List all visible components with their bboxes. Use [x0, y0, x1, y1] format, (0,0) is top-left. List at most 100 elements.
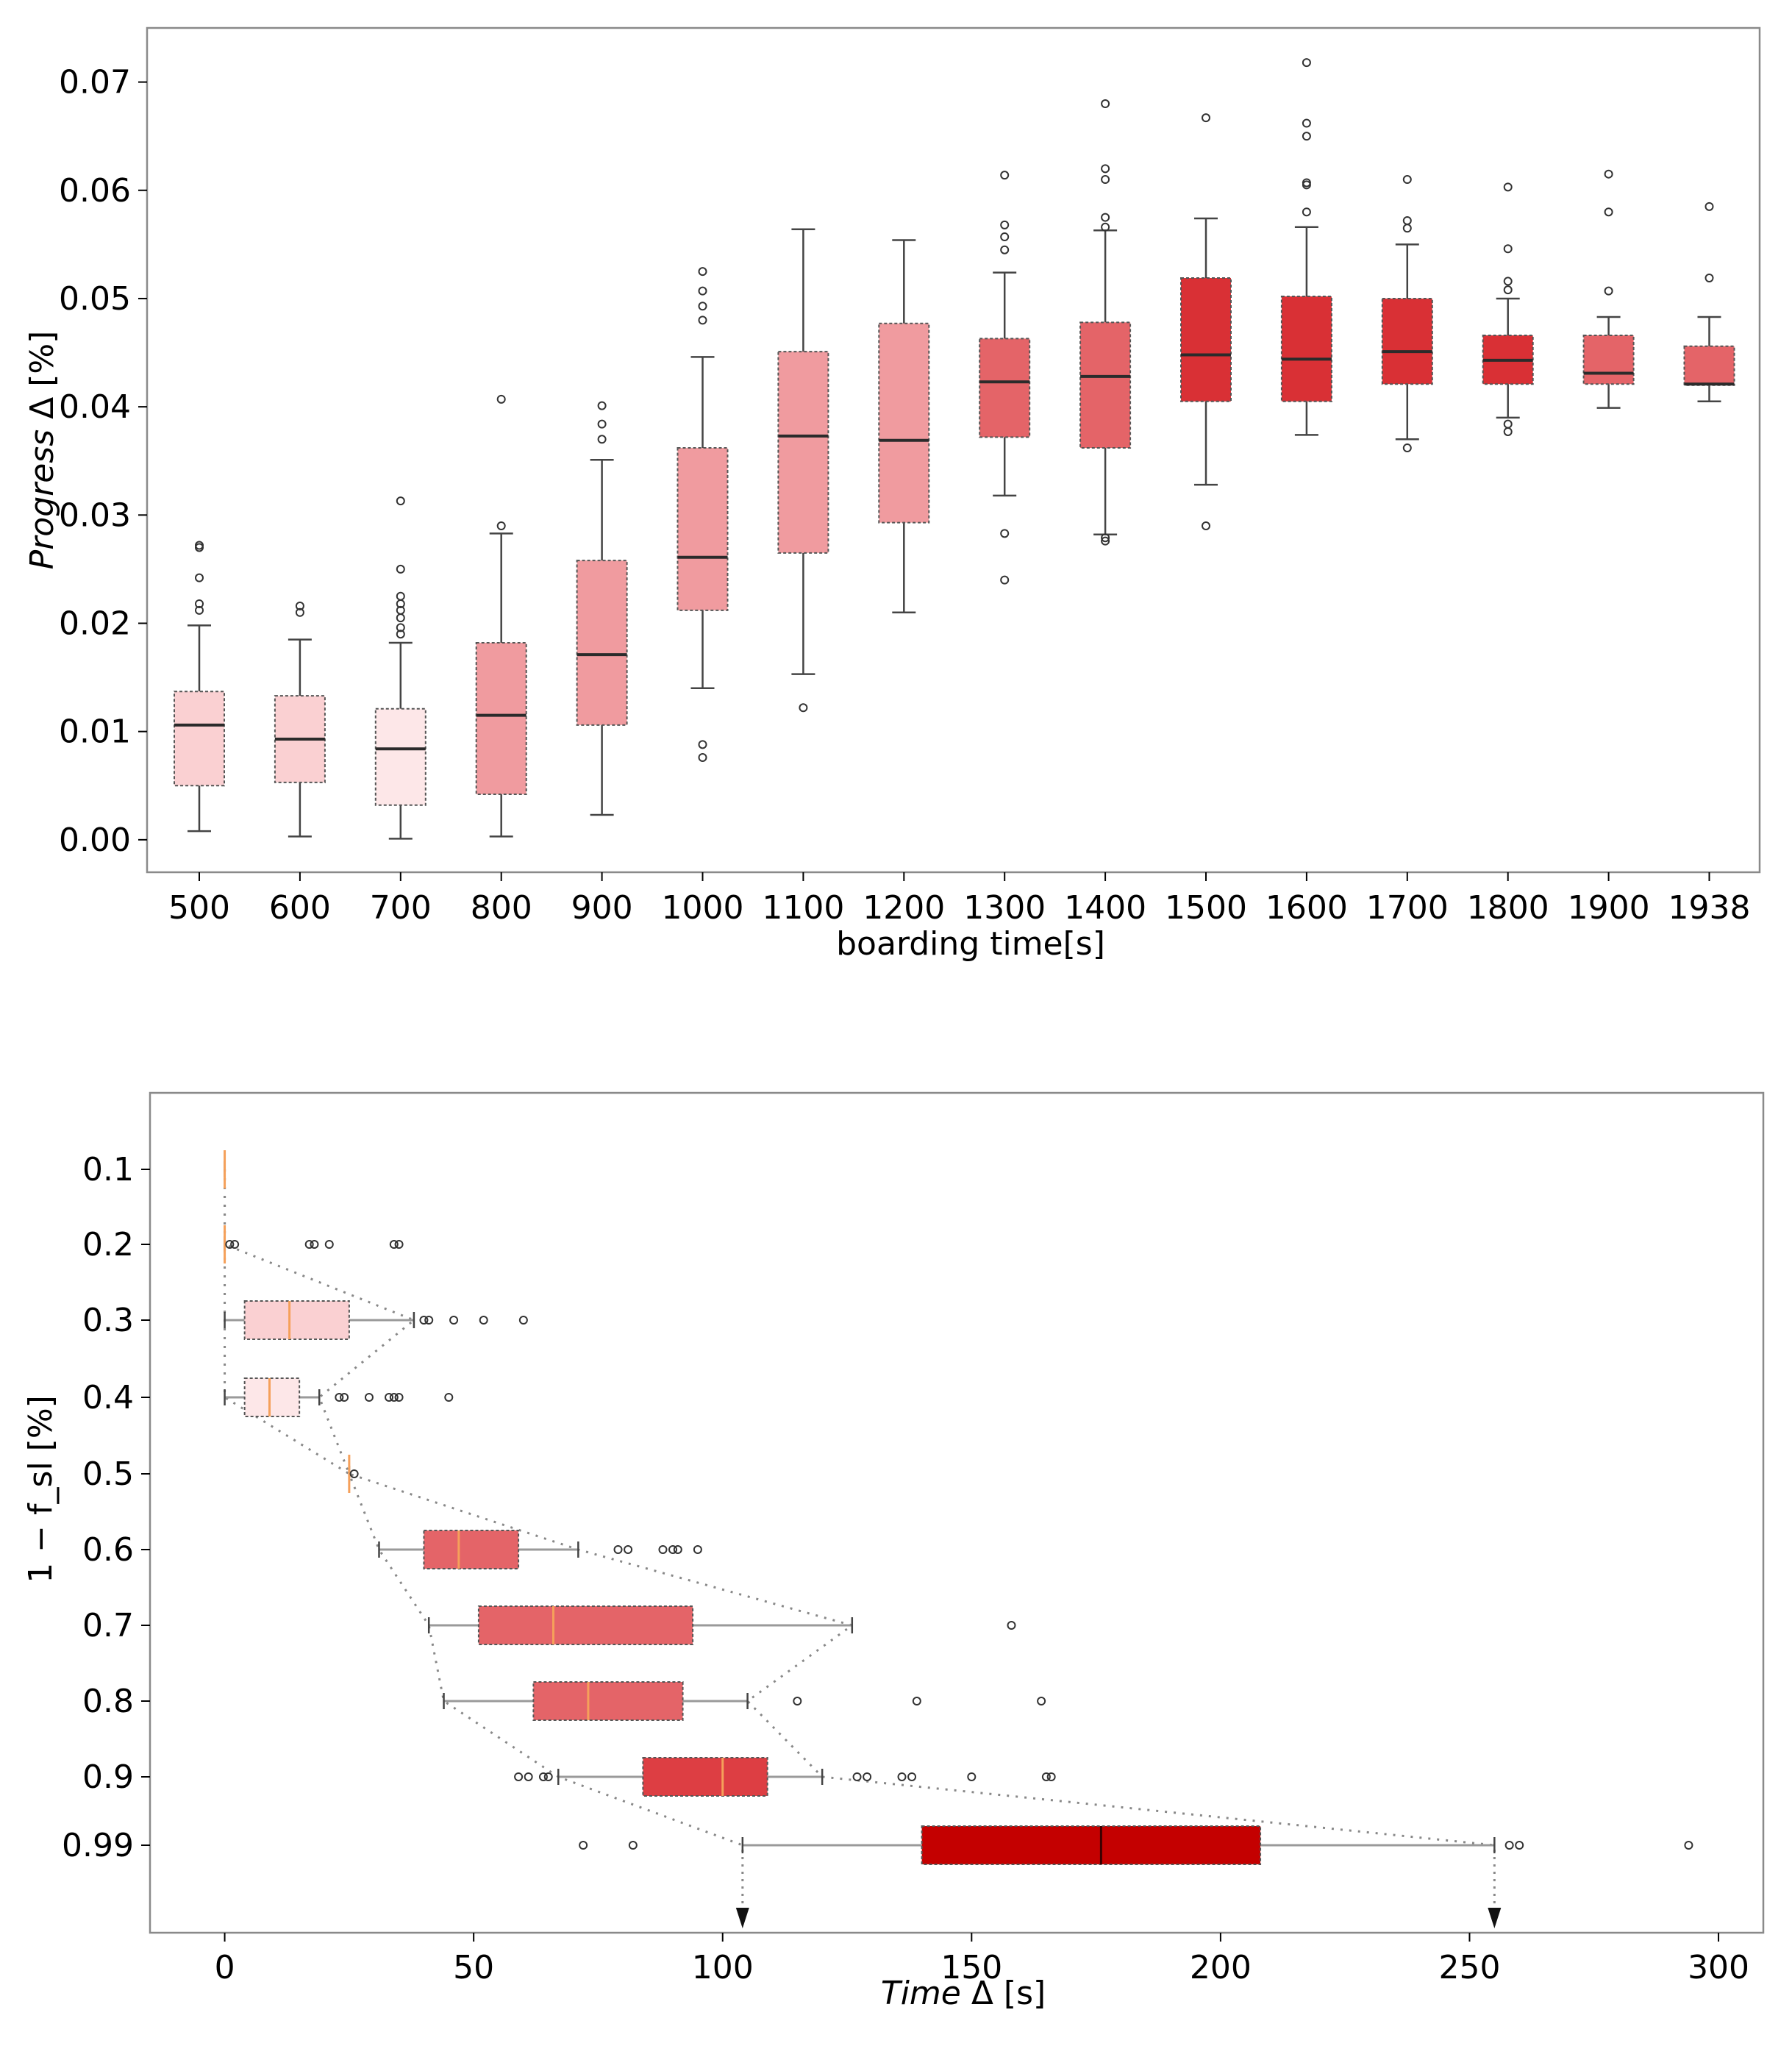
bottom-flier-point	[793, 1697, 802, 1705]
bottom-x-tick-label: 50	[453, 1949, 494, 1986]
top-box-group	[1381, 175, 1433, 453]
bottom-flier-point	[1007, 1621, 1016, 1630]
top-box-group	[1582, 169, 1635, 409]
bottom-arrows	[735, 1850, 1502, 1928]
top-flier-point	[1604, 207, 1613, 217]
bottom-flier-point	[364, 1393, 374, 1402]
bottom-flier-point	[1046, 1772, 1056, 1781]
bottom-flier-point	[449, 1316, 459, 1325]
bottom-connectors	[224, 1169, 1495, 1847]
bottom-flier-point	[613, 1545, 623, 1554]
bottom-box	[921, 1825, 1262, 1865]
top-box	[1683, 345, 1735, 386]
top-flier-point	[195, 605, 204, 615]
bottom-x-axis: 0 50 100 150 200 250 300	[215, 1933, 1749, 1986]
bottom-box-group	[224, 1377, 454, 1417]
top-flier-point	[698, 316, 707, 325]
bottom-flier-point	[1504, 1841, 1514, 1850]
top-flier-point	[597, 401, 607, 410]
top-y-tick-label: 0.01	[59, 713, 131, 751]
bottom-flier-point	[225, 1240, 235, 1249]
top-x-tick-label: 1700	[1366, 889, 1449, 927]
progress-boxplot-chart: 0.00 0.01 0.02 0.03 0.04 0.05 0.06 0.07 500 600 7…	[24, 26, 1761, 963]
bottom-box	[477, 1605, 694, 1645]
bottom-flier-point	[479, 1316, 488, 1325]
bottom-flier-point	[852, 1772, 862, 1781]
top-x-tick-label: 1200	[863, 889, 945, 927]
top-flier-point	[496, 521, 506, 531]
bottom-flier-point	[424, 1316, 434, 1325]
top-box-group	[174, 541, 225, 833]
bottom-box-group	[579, 1825, 1693, 1865]
bottom-flier-point	[1041, 1772, 1051, 1781]
bottom-flier-point	[1037, 1697, 1046, 1705]
top-y-tick-label: 0.03	[59, 496, 131, 534]
bottom-flier-point	[394, 1240, 404, 1249]
top-x-tick-label: 1938	[1668, 889, 1751, 927]
bottom-box	[243, 1377, 301, 1417]
bottom-flier-point	[897, 1772, 907, 1781]
top-flier-point	[1101, 213, 1110, 222]
bottom-y-tick-label: 0.9	[82, 1758, 134, 1796]
bottom-flier-point	[230, 1240, 240, 1249]
top-box	[1280, 296, 1332, 402]
bottom-flier-point	[693, 1545, 702, 1554]
top-flier-point	[496, 394, 506, 404]
top-flier-point	[195, 573, 204, 582]
top-flier-point	[1402, 175, 1412, 185]
top-flier-point	[597, 435, 607, 444]
bottom-box-group	[224, 1225, 404, 1263]
top-y-tick-label: 0.04	[59, 388, 131, 426]
bottom-y-tick-label: 0.7	[82, 1607, 134, 1644]
top-x-tick-label: 700	[370, 889, 432, 927]
bottom-flier-point	[967, 1772, 977, 1781]
time-boxplot-chart: 0.1 0.2 0.3 0.4 0.5 0.6 0.7 0.8 0.9 0.99 0 50 100 15…	[22, 1091, 1765, 2012]
bottom-flier-point	[389, 1393, 399, 1402]
top-flier-point	[1704, 273, 1714, 282]
top-box	[1582, 334, 1635, 385]
top-y-tick-label: 0.00	[59, 821, 131, 859]
top-flier-point	[396, 564, 405, 574]
bottom-x-tick-label: 300	[1688, 1949, 1749, 1986]
top-box-group	[777, 228, 829, 713]
bottom-y-tick-label: 0.2	[82, 1226, 134, 1263]
bottom-x-tick-label: 150	[940, 1949, 1002, 1986]
top-box	[1381, 297, 1433, 385]
top-x-tick-label: 900	[571, 889, 633, 927]
bottom-x-tick-label: 250	[1438, 1949, 1500, 1986]
top-flier-point	[195, 541, 204, 550]
bottom-flier-point	[668, 1545, 678, 1554]
bottom-y-tick-label: 0.3	[82, 1302, 134, 1339]
top-x-tick-label: 1800	[1467, 889, 1549, 927]
top-box	[677, 447, 729, 611]
bottom-flier-point	[349, 1469, 359, 1478]
top-flier-point	[1402, 224, 1412, 233]
bottom-flier-point	[628, 1841, 638, 1850]
top-flier-point	[396, 613, 405, 623]
top-x-tick-label: 1000	[662, 889, 744, 927]
bottom-plot-frame	[149, 1091, 1765, 1934]
top-flier-point	[1000, 171, 1010, 180]
top-flier-point	[1302, 118, 1311, 128]
top-x-tick-label: 1100	[762, 889, 844, 927]
top-x-axis: 500 600 700 800 900 1000 1100 1200 1300 1400 1500 1…	[168, 872, 1750, 927]
top-flier-point	[698, 740, 707, 749]
bottom-y-axis: 0.1 0.2 0.3 0.4 0.5 0.6 0.7 0.8 0.9 0.99	[62, 1151, 150, 1864]
top-box-group	[374, 496, 426, 840]
bottom-flier-point	[524, 1772, 533, 1781]
top-box	[979, 338, 1031, 438]
bottom-flier-point	[389, 1240, 399, 1249]
top-flier-point	[1202, 113, 1210, 123]
top-box-group	[1482, 182, 1534, 436]
bottom-upper-envelope	[224, 1169, 1495, 1847]
top-flier-point	[1503, 427, 1513, 436]
top-boxes	[174, 58, 1735, 840]
bottom-flier-point	[907, 1772, 917, 1781]
top-flier-point	[1604, 169, 1613, 179]
bottom-box-group	[224, 1300, 528, 1340]
top-flier-point	[1704, 202, 1714, 211]
bottom-flier-point	[419, 1316, 429, 1325]
top-plot-frame	[146, 26, 1761, 874]
top-flier-point	[1000, 220, 1010, 229]
top-box	[777, 351, 829, 554]
